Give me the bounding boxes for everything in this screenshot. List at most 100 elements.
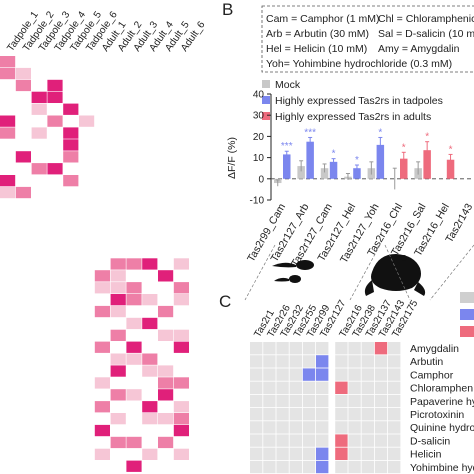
heatmap-cell: [47, 436, 63, 449]
heatmap-cell: [15, 353, 31, 365]
heatmap-cell: [79, 353, 95, 365]
grid-cell: [302, 434, 316, 447]
heatmap-cell: [158, 353, 174, 365]
heatmap-cell: [158, 365, 174, 377]
heatmap-cell: [126, 91, 142, 103]
heatmap-cell: [158, 115, 174, 127]
grid-cell: [276, 368, 289, 381]
heatmap-cell: [158, 448, 174, 460]
compound-label: Amygdalin: [410, 343, 459, 355]
heatmap-cell: [0, 317, 16, 330]
grid-cell: [250, 460, 263, 474]
heatmap-cell: [79, 377, 95, 389]
grid-cell: [302, 342, 316, 355]
heatmap-cell: [142, 389, 158, 401]
heatmap-cell: [0, 329, 16, 341]
heatmap-cell: [94, 377, 110, 389]
heatmap-cell: [0, 91, 16, 103]
heatmap-cell: [142, 365, 158, 377]
y-tick-label: 40: [253, 90, 265, 101]
heatmap-cell: [126, 198, 142, 211]
abbrev-line-2b: Sal = D-salicin (10 mM: [378, 28, 474, 40]
abbrev-line-3a: Hel = Helicin (10 mM): [266, 43, 367, 55]
heatmap-cell: [158, 222, 174, 234]
heatmap-cell: [173, 186, 189, 199]
grid-cell: [316, 447, 329, 460]
grid-cell: [276, 342, 289, 355]
heatmap-cell: [110, 198, 126, 211]
heatmap-cell: [47, 127, 63, 139]
heatmap-cell: [31, 353, 47, 365]
legend-swatch-blue: [460, 309, 474, 320]
grid-cell: [361, 434, 374, 447]
grid-cell: [250, 421, 263, 434]
heatmap-cell: [47, 67, 63, 80]
heatmap-cell: [158, 210, 174, 222]
heatmap-cell: [142, 210, 158, 222]
heatmap-cell: [47, 210, 63, 222]
heatmap-cell: [126, 163, 142, 175]
heatmap-cell: [79, 198, 95, 211]
heatmap-cell: [142, 413, 158, 425]
heatmap-cell: [15, 79, 31, 92]
grid-cell: [263, 342, 276, 355]
heatmap-cell: [0, 56, 16, 68]
heatmap-cell: [142, 151, 158, 163]
heatmap-cell: [79, 258, 95, 270]
heatmap-cell: [110, 163, 126, 175]
heatmap-cell: [63, 377, 79, 389]
grid-cell: [348, 368, 361, 381]
grid-cell: [250, 408, 263, 421]
heatmap-cell: [110, 127, 126, 139]
heatmap-cell: [110, 258, 126, 270]
heatmap-cell: [15, 151, 31, 163]
heatmap-cell: [110, 91, 126, 103]
grid-cell: [348, 434, 361, 447]
heatmap-cell: [173, 353, 189, 365]
bar-tadpole: [376, 144, 385, 179]
heatmap-cell: [142, 436, 158, 449]
grid-cell: [316, 460, 329, 474]
grid-cell: [289, 460, 302, 474]
heatmap-cell: [94, 103, 110, 115]
heatmap-cell: [126, 56, 142, 68]
heatmap-cell: [0, 436, 16, 449]
heatmap-cell: [158, 186, 174, 199]
heatmap-cell: [15, 401, 31, 413]
grid-cell: [302, 421, 316, 434]
grid-cell: [263, 355, 276, 368]
heatmap-cell: [142, 401, 158, 413]
grid-cell: [374, 447, 388, 460]
heatmap-cell: [0, 401, 16, 413]
heatmap-cell: [15, 127, 31, 139]
heatmap-cell: [110, 210, 126, 222]
bar-chart-legend: Mock Highly expressed Tas2rs in tadpoles…: [262, 79, 443, 123]
grid-cell: [263, 381, 276, 394]
heatmap-cell: [173, 234, 189, 246]
heatmap-cell: [15, 115, 31, 127]
grid-cell: [276, 355, 289, 368]
abbreviation-legend-box: Cam = Camphor (1 mM) Chl = Chloramphenic…: [261, 5, 474, 73]
heatmap-cell: [110, 222, 126, 234]
grid-cell: [335, 381, 348, 394]
heatmap-cell: [142, 198, 158, 211]
heatmap-cell: [94, 151, 110, 163]
heatmap-cell: [15, 341, 31, 353]
heatmap-cell: [110, 186, 126, 199]
abbrev-line-3b: Amy = Amygdalin: [378, 43, 460, 55]
grid-cell: [388, 394, 401, 408]
heatmap-cell: [47, 460, 63, 472]
heatmap-cell: [47, 151, 63, 163]
heatmap-cell: [15, 163, 31, 175]
heatmap-cell: [142, 246, 158, 258]
heatmap-cell: [110, 460, 126, 472]
heatmap-cell: [94, 198, 110, 211]
heatmap-cell: [31, 365, 47, 377]
heatmap-cell: [15, 210, 31, 222]
heatmap-cell: [0, 151, 16, 163]
heatmap-cell: [31, 234, 47, 246]
grid-cell: [361, 381, 374, 394]
heatmap-cell: [47, 305, 63, 318]
heatmap-cell: [63, 294, 79, 306]
heatmap-cell: [110, 424, 126, 437]
